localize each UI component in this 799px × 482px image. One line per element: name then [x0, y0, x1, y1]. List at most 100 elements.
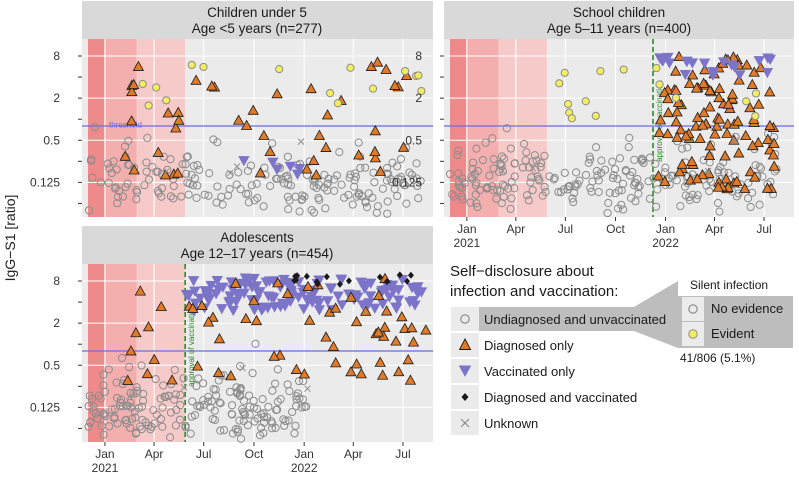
point-undiagnosed: [457, 192, 467, 201]
legend-connector: [634, 281, 678, 348]
legend-title-line1: Self−disclosure about: [450, 263, 595, 280]
threshold-label: threshold: [109, 121, 142, 130]
point-undiagnosed: [713, 198, 723, 208]
point-diagnosed: [767, 149, 780, 160]
point-undiagnosed: [597, 156, 606, 165]
point-undiagnosed: [284, 174, 293, 183]
point-diagnosed: [380, 305, 393, 316]
point-undiagnosed: [575, 176, 584, 185]
point-diagnosed: [301, 163, 313, 174]
point-vaccinated: [313, 305, 325, 316]
x-tick-label: Jul: [196, 447, 211, 461]
point-undiagnosed: [176, 390, 185, 400]
point-undiagnosed: [719, 168, 728, 177]
x-tick-label: Apr: [705, 222, 724, 236]
point-undiagnosed: [314, 193, 323, 203]
point-diagnosed: [390, 335, 402, 346]
point-vaccinated: [227, 305, 239, 317]
point-undiagnosed: [471, 181, 481, 190]
point-vaccinated: [224, 291, 236, 302]
point-undiagnosed: [633, 174, 642, 184]
point-vaccinated: [284, 161, 296, 172]
point-undiagnosed: [531, 165, 540, 174]
point-undiagnosed: [412, 159, 421, 168]
point-undiagnosed: [581, 170, 591, 180]
point-undiagnosed: [112, 378, 121, 387]
point-vaccinated: [267, 157, 279, 168]
x-tick-label: Jan: [457, 222, 476, 236]
point-undiagnosed: [137, 361, 146, 370]
point-undiagnosed: [630, 155, 639, 165]
point-undiagnosed: [171, 421, 180, 430]
point-diagnosed: [152, 146, 164, 157]
point-vaccinated: [657, 56, 669, 67]
point-undiagnosed: [158, 422, 167, 431]
point-undiagnosed: [348, 200, 357, 209]
point-diagnosed: [119, 150, 131, 161]
point-vaccinated: [212, 285, 225, 296]
point-undiagnosed: [573, 180, 582, 189]
point-undiagnosed: [271, 423, 280, 432]
point-diagnosed: [125, 345, 137, 356]
point-undiagnosed: [225, 184, 234, 194]
point-undiagnosed: [166, 155, 175, 164]
point-undiagnosed: [236, 185, 245, 194]
panel-subtitle: Age <5 years (n=277): [192, 21, 323, 36]
point-diagnosed: [691, 173, 704, 184]
point-undiagnosed: [227, 401, 237, 410]
point-diagnosed: [379, 321, 391, 332]
point-silent-evident: [346, 63, 355, 72]
point-diagnosed: [369, 152, 382, 163]
y-tick-label: 2: [53, 316, 60, 330]
point-undiagnosed: [457, 183, 467, 192]
point-silent-evident: [751, 89, 761, 98]
point-undiagnosed: [468, 174, 477, 184]
point-undiagnosed: [166, 408, 176, 417]
point-undiagnosed: [147, 422, 156, 432]
point-diagnosed: [350, 315, 363, 327]
point-undiagnosed: [608, 157, 617, 166]
point-undiagnosed: [107, 405, 116, 414]
point-vaccinated: [239, 280, 252, 291]
point-undiagnosed: [297, 195, 306, 205]
point-vaccinated: [718, 57, 730, 68]
point-undiagnosed: [186, 429, 195, 438]
point-diagnosed: [190, 74, 202, 85]
point-diagnosed: [654, 114, 667, 125]
point-undiagnosed: [724, 168, 733, 177]
point-undiagnosed: [284, 205, 293, 214]
point-vaccinated: [680, 56, 693, 67]
point-diagnosed: [690, 82, 703, 93]
point-undiagnosed: [492, 194, 501, 203]
point-undiagnosed: [183, 178, 192, 187]
point-undiagnosed: [93, 414, 102, 423]
point-diagnosed: [696, 119, 709, 130]
x-tick-label: Jan: [294, 447, 313, 461]
x-tick-label: Oct: [245, 447, 264, 461]
point-undiagnosed: [609, 171, 618, 180]
y-tick-label: 8: [415, 49, 422, 63]
point-undiagnosed: [618, 205, 628, 214]
point-undiagnosed: [506, 144, 515, 153]
point-undiagnosed: [250, 196, 259, 205]
point-undiagnosed: [493, 186, 502, 195]
point-undiagnosed: [253, 414, 262, 423]
point-diagnosed: [420, 324, 432, 335]
point-undiagnosed: [362, 203, 372, 212]
point-diagnosed: [172, 167, 184, 178]
point-diagnosed: [290, 363, 303, 374]
point-undiagnosed: [166, 192, 175, 201]
point-diagnosed: [132, 60, 145, 71]
point-undiagnosed: [100, 410, 109, 419]
point-diagnosed: [739, 182, 751, 194]
point-undiagnosed: [193, 401, 202, 411]
point-diagnosed: [303, 314, 316, 325]
x-tick-label: Jan: [95, 447, 114, 461]
point-undiagnosed: [228, 429, 238, 438]
point-silent-evident: [555, 79, 564, 88]
point-silent-evident: [199, 62, 208, 72]
point-undiagnosed: [321, 204, 330, 213]
point-undiagnosed: [247, 181, 256, 190]
point-diagnosed: [166, 374, 178, 385]
point-undiagnosed: [84, 422, 93, 431]
